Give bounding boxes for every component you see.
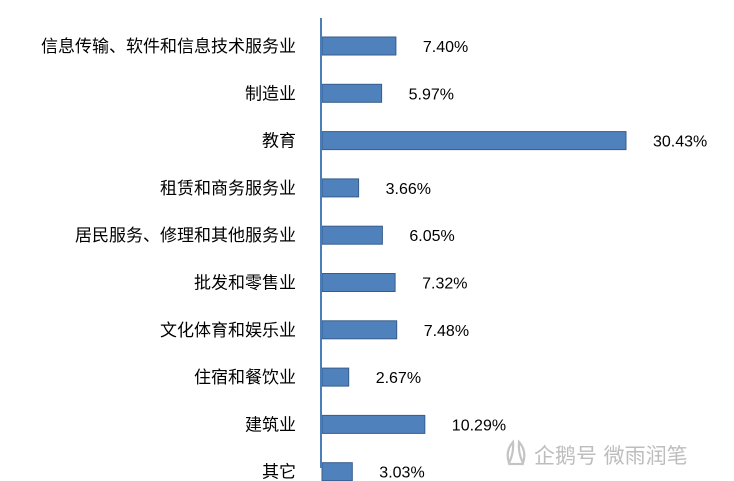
category-label: 住宿和餐饮业	[194, 368, 296, 388]
value-label: 2.67%	[376, 370, 421, 387]
value-label: 3.03%	[379, 465, 424, 481]
bar	[321, 273, 396, 292]
category-label: 其它	[262, 463, 296, 481]
bar	[321, 83, 383, 103]
category-label: 居民服务、修理和其他服务业	[75, 226, 296, 246]
bar	[321, 225, 383, 245]
bar	[321, 414, 426, 434]
category-label: 制造业	[245, 84, 296, 104]
bars-layer	[321, 36, 627, 481]
bar	[321, 462, 353, 481]
value-label: 7.32%	[422, 276, 467, 293]
value-label: 30.43%	[653, 134, 707, 151]
value-label: 7.48%	[424, 323, 469, 340]
watermark: 企鹅号 微雨润笔	[506, 439, 688, 468]
value-label: 7.40%	[423, 39, 468, 56]
category-label: 文化体育和娱乐业	[160, 321, 296, 341]
category-label: 租赁和商务服务业	[160, 179, 296, 199]
category-label: 批发和零售业	[194, 274, 296, 294]
watermark-text: 企鹅号 微雨润笔	[534, 444, 688, 468]
value-label: 5.97%	[409, 86, 454, 103]
bar	[321, 131, 627, 151]
bar	[321, 367, 350, 387]
bar	[321, 36, 397, 56]
category-label: 建筑业	[245, 415, 296, 435]
category-label: 教育	[262, 132, 296, 152]
bar	[321, 178, 360, 198]
category-label: 信息传输、软件和信息技术服务业	[41, 37, 296, 57]
penguin-logo-icon	[506, 439, 526, 466]
value-label: 3.66%	[386, 181, 431, 198]
value-label: 6.05%	[409, 228, 454, 245]
bar	[321, 320, 398, 340]
value-label: 10.29%	[452, 417, 506, 434]
labels-layer: 信息传输、软件和信息技术服务业 7.40% 制造业 5.97% 教育 30.43% 租赁和商…	[41, 37, 707, 481]
